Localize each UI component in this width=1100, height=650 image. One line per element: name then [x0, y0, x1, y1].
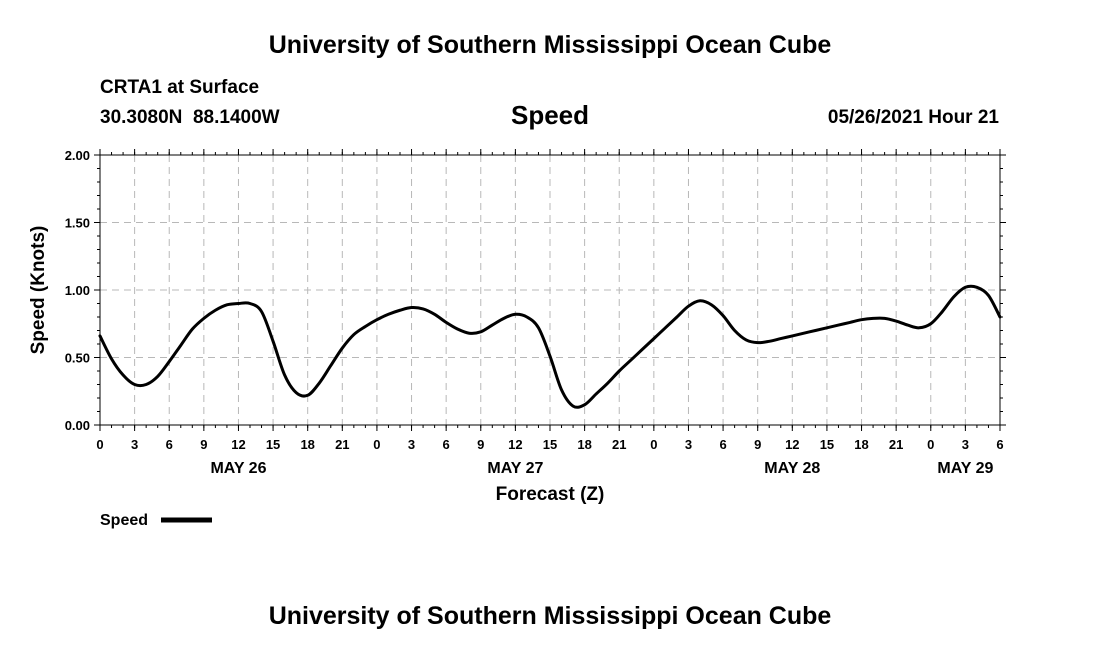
- coordinates-label: 30.3080N 88.1400W: [100, 107, 280, 128]
- x-tick-label: 21: [335, 437, 349, 452]
- footer-title: University of Southern Mississippi Ocean…: [269, 602, 832, 630]
- x-tick-label: 0: [650, 437, 657, 452]
- x-tick-label: 9: [477, 437, 484, 452]
- x-tick-label: 12: [785, 437, 799, 452]
- axis-labels: 0.00 0.50 1.00 1.50 2.00 0 3 6 9 12 15 18 21 0 3 6 9 12 15…: [65, 148, 1004, 477]
- y-tick-label: 1.00: [65, 283, 90, 298]
- x-tick-label: 6: [996, 437, 1003, 452]
- x-tick-label: 0: [96, 437, 103, 452]
- speed-series-line: [98, 284, 1002, 409]
- x-tick-label: 18: [854, 437, 868, 452]
- x-tick-label: 9: [200, 437, 207, 452]
- grid-lines: [100, 155, 1000, 425]
- y-axis-title: Speed (Knots): [28, 226, 49, 355]
- x-tick-label: 15: [543, 437, 557, 452]
- x-tick-label: 12: [508, 437, 522, 452]
- x-tick-label: 6: [166, 437, 173, 452]
- x-tick-label: 6: [719, 437, 726, 452]
- x-tick-label: 6: [443, 437, 450, 452]
- x-tick-label: 15: [266, 437, 280, 452]
- x-tick-label: 18: [300, 437, 314, 452]
- legend-label: Speed: [100, 512, 148, 529]
- station-label: CRTA1 at Surface: [100, 77, 260, 98]
- header-title: University of Southern Mississippi Ocean…: [268, 31, 832, 59]
- x-tick-label: 3: [685, 437, 692, 452]
- y-tick-label: 2.00: [65, 148, 90, 163]
- date-label: MAY 26: [210, 460, 266, 477]
- chart-title: Speed: [511, 100, 589, 130]
- issued-time-label: 05/26/2021 Hour 21: [827, 107, 999, 128]
- x-tick-label: 0: [373, 437, 380, 452]
- date-label: MAY 29: [937, 460, 993, 477]
- x-tick-label: 3: [962, 437, 969, 452]
- x-tick-label: 21: [612, 437, 626, 452]
- y-tick-label: 1.50: [65, 216, 90, 231]
- date-label: MAY 27: [487, 460, 543, 477]
- x-tick-label: 3: [408, 437, 415, 452]
- y-tick-label: 0.50: [65, 351, 90, 366]
- date-label: MAY 28: [764, 460, 820, 477]
- axes: [94, 149, 1006, 431]
- series-layer: [98, 284, 1002, 409]
- x-tick-label: 3: [131, 437, 138, 452]
- x-tick-label: 21: [889, 437, 903, 452]
- y-tick-label: 0.00: [65, 418, 90, 433]
- plot-frame: [99, 154, 1001, 426]
- x-tick-label: 15: [820, 437, 834, 452]
- x-tick-label: 9: [754, 437, 761, 452]
- x-axis-title: Forecast (Z): [496, 484, 605, 505]
- x-tick-label: 0: [927, 437, 934, 452]
- x-tick-label: 12: [231, 437, 245, 452]
- x-tick-label: 18: [577, 437, 591, 452]
